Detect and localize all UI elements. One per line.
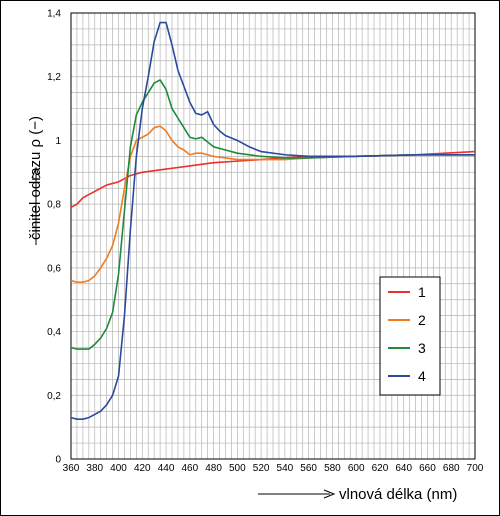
y-tick-label: 0,2: [47, 391, 61, 402]
legend-box: [379, 276, 441, 396]
x-tick-label: 360: [63, 463, 80, 474]
plot-frame: [70, 12, 476, 460]
x-tick-label: 420: [134, 463, 151, 474]
y-tick-label: 0,4: [47, 327, 61, 338]
x-tick-label: 600: [348, 463, 365, 474]
x-axis-title: vlnová délka (nm): [339, 486, 457, 503]
x-tick-label: 580: [324, 463, 341, 474]
x-axis-title-group: vlnová délka (nm): [258, 486, 457, 503]
x-axis-arrow-head-icon: [323, 489, 336, 499]
x-tick-label: 540: [277, 463, 294, 474]
x-tick-label: 700: [467, 463, 484, 474]
y-axis-ticks: 0 0,2 0,4 0,6 0,8 1 1,2 1,4: [47, 9, 61, 466]
y-tick-label: 0: [55, 455, 61, 466]
x-tick-label: 440: [158, 463, 175, 474]
series-group: [70, 21, 476, 420]
y-tick-label: 1,2: [47, 72, 61, 83]
y-tick-label: 0,6: [47, 263, 61, 274]
series-line-4: [70, 21, 475, 420]
x-tick-label: 500: [229, 463, 246, 474]
series-line-2: [70, 125, 475, 283]
x-tick-label: 660: [419, 463, 436, 474]
y-tick-label: 1: [55, 136, 61, 147]
legend-label-1: 1: [418, 284, 426, 300]
x-tick-label: 640: [395, 463, 412, 474]
x-tick-label: 400: [110, 463, 127, 474]
legend-label-4: 4: [418, 368, 426, 384]
series-line-3: [70, 79, 475, 350]
x-tick-label: 620: [372, 463, 389, 474]
y-axis-arrow-head-icon: [31, 166, 41, 179]
x-tick-label: 680: [443, 463, 460, 474]
x-tick-label: 480: [205, 463, 222, 474]
legend-label-3: 3: [418, 340, 426, 356]
y-axis-title-group: činitel odrazu ρ (−): [27, 116, 44, 245]
legend: 1 2 3 4: [379, 276, 441, 396]
x-tick-label: 560: [300, 463, 317, 474]
x-tick-label: 460: [181, 463, 198, 474]
legend-label-2: 2: [418, 312, 426, 328]
grid: [70, 12, 476, 460]
y-tick-label: 0,8: [47, 200, 61, 211]
x-tick-label: 380: [86, 463, 103, 474]
y-tick-label: 1,4: [47, 9, 61, 20]
x-tick-label: 520: [253, 463, 270, 474]
x-axis-ticks: 360 380 400 420 440 460 480 500 520 540 560 580 600 6…: [63, 463, 484, 474]
